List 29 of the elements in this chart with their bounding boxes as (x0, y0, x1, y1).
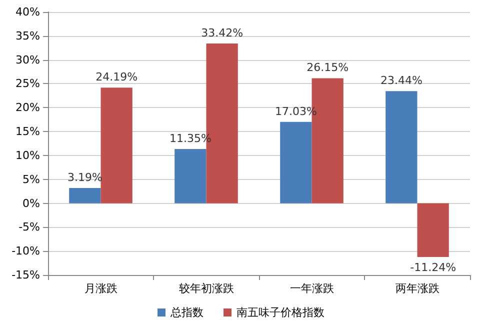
y-tick-label: 20% (16, 101, 40, 114)
bar (417, 203, 449, 258)
y-tick-label: -5% (18, 220, 40, 234)
y-tick-label: 10% (16, 148, 40, 162)
data-label: -11.24% (410, 261, 456, 274)
bar (386, 91, 418, 204)
y-tick-label: 0% (22, 196, 40, 210)
bar (69, 188, 101, 204)
bar (174, 149, 206, 204)
y-tick-label: 35% (16, 29, 40, 42)
legend-label: 南五味子价格指数 (236, 306, 324, 319)
y-tick-label: -10% (12, 244, 40, 258)
legend-label: 总指数 (170, 306, 204, 319)
x-tick-label: 两年涨跌 (395, 282, 440, 295)
x-tick-label: 较年初涨跌 (178, 282, 234, 295)
data-label: 26.15% (306, 61, 349, 74)
x-tick-label: 月涨跌 (84, 282, 118, 295)
data-label: 24.19% (96, 70, 138, 84)
y-tick-label: 40% (16, 6, 40, 18)
x-tick-label: 一年涨跌 (290, 282, 334, 295)
y-tick-label: -15% (12, 268, 40, 282)
data-label: 33.42% (201, 26, 244, 40)
bar (100, 88, 132, 204)
bar (280, 122, 312, 204)
y-tick-label: 30% (16, 53, 40, 66)
y-tick-label: 5% (22, 172, 40, 186)
y-tick-label: 15% (16, 125, 40, 138)
data-label: 23.44% (380, 74, 422, 88)
y-tick-label: 25% (16, 77, 40, 90)
